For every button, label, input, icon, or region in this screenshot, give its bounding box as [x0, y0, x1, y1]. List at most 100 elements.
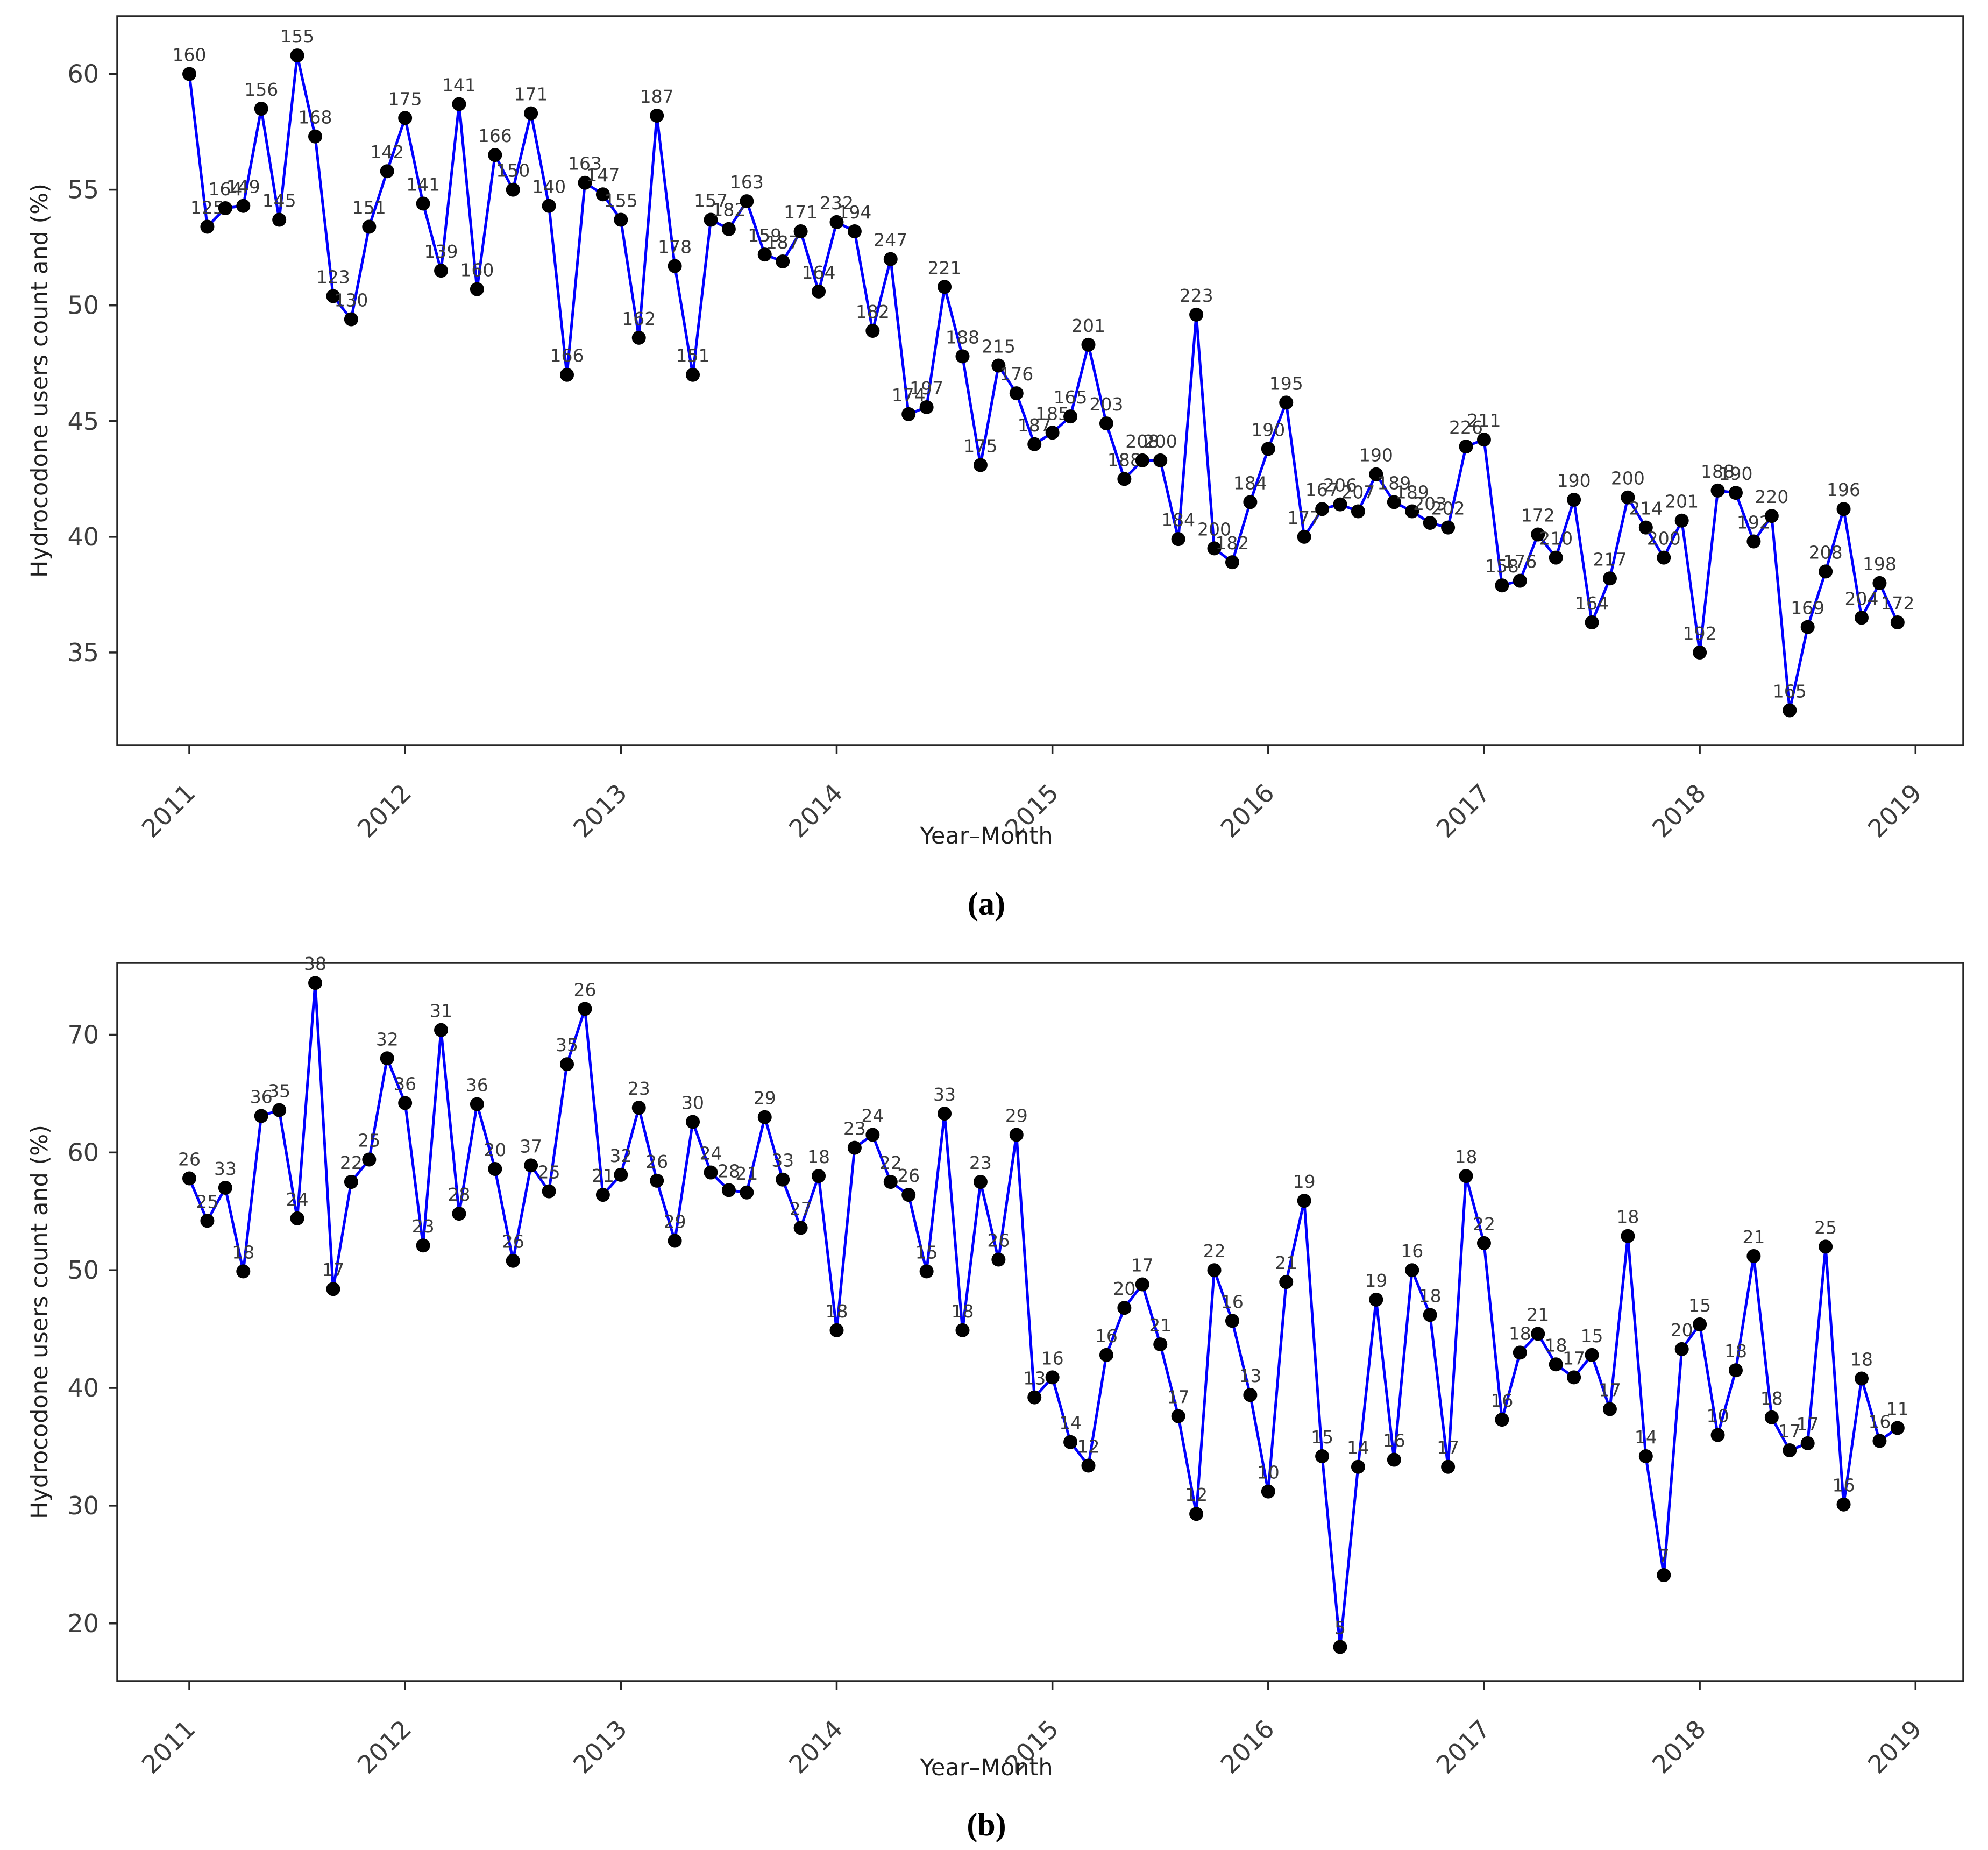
point-label: 201: [1665, 491, 1699, 512]
point-label: 207: [1341, 482, 1375, 503]
data-point: [829, 215, 844, 229]
data-point: [542, 1184, 556, 1199]
point-label: 21: [1149, 1315, 1172, 1336]
data-point: [1171, 532, 1185, 547]
data-point: [1189, 1507, 1204, 1521]
data-point: [1602, 571, 1617, 586]
x-tick-label: 2019: [1862, 1714, 1927, 1780]
data-point: [1099, 416, 1113, 431]
data-point: [595, 187, 610, 202]
point-label: 33: [771, 1150, 794, 1171]
data-point: [793, 224, 808, 239]
point-label: 190: [1251, 419, 1285, 440]
point-label: 141: [442, 74, 476, 95]
point-label: 163: [568, 153, 602, 174]
point-label: 24: [699, 1143, 722, 1164]
panel-caption: (a): [968, 886, 1005, 922]
point-label: 17: [322, 1259, 344, 1280]
data-point: [1405, 504, 1419, 519]
data-point: [1225, 555, 1239, 570]
data-point: [290, 48, 304, 63]
point-label: 17: [1563, 1348, 1585, 1369]
point-label: 123: [316, 266, 350, 287]
data-point: [1674, 1342, 1689, 1356]
data-point: [1081, 1458, 1096, 1473]
point-label: 226: [1449, 417, 1483, 438]
data-point: [1710, 483, 1725, 498]
data-point: [668, 259, 682, 273]
point-label: 12: [1185, 1484, 1208, 1505]
data-point: [290, 1211, 304, 1225]
point-label: 190: [1359, 445, 1393, 466]
data-point: [1081, 337, 1096, 352]
data-point: [416, 196, 430, 211]
point-label: 194: [837, 202, 871, 223]
data-point: [1621, 490, 1635, 505]
data-point: [1890, 615, 1905, 630]
point-label: 15: [1581, 1326, 1603, 1346]
data-point: [1854, 1371, 1869, 1386]
data-point: [919, 400, 934, 414]
data-point: [721, 1183, 736, 1197]
point-label: 16: [1041, 1348, 1064, 1369]
data-point: [668, 1234, 682, 1248]
data-point: [1783, 703, 1797, 718]
data-point: [1800, 620, 1815, 634]
data-point: [1297, 1194, 1311, 1208]
point-label: 150: [496, 160, 530, 181]
x-tick-label: 2012: [352, 778, 417, 844]
data-point: [380, 164, 394, 179]
data-point: [1728, 1363, 1743, 1378]
data-point: [812, 1169, 826, 1183]
point-label: 189: [1377, 472, 1411, 493]
y-tick-label: 60: [67, 1138, 99, 1167]
data-point: [1243, 1388, 1258, 1402]
data-point: [542, 199, 556, 213]
point-label: 10: [1257, 1462, 1280, 1483]
data-point: [812, 284, 826, 299]
point-label: 182: [856, 301, 890, 322]
x-tick-label: 2014: [783, 778, 848, 844]
data-point: [1279, 1275, 1294, 1289]
data-point: [1638, 1449, 1653, 1463]
series-line: [188, 981, 1899, 1648]
data-point: [721, 222, 736, 236]
point-label: 13: [1239, 1365, 1261, 1386]
data-point: [757, 1110, 772, 1124]
point-label: 32: [376, 1029, 399, 1050]
data-point: [560, 1057, 574, 1072]
data-point: [704, 212, 718, 227]
data-point: [991, 358, 1006, 373]
point-label: 147: [586, 165, 620, 186]
data-point: [182, 67, 196, 81]
data-point: [1333, 1640, 1347, 1654]
data-point: [452, 1207, 466, 1221]
data-point: [218, 1181, 232, 1195]
point-label: 211: [1467, 410, 1501, 431]
point-label: 28: [448, 1184, 470, 1205]
x-tick-label: 2011: [136, 778, 201, 844]
point-label: 204: [1844, 588, 1878, 609]
point-label: 16: [1221, 1291, 1244, 1312]
data-point: [865, 324, 880, 338]
point-label: 140: [532, 176, 566, 197]
data-point: [829, 1323, 844, 1337]
point-label: 20: [1113, 1278, 1135, 1299]
data-point: [344, 1175, 358, 1189]
point-label: 36: [250, 1087, 273, 1108]
data-point: [686, 1115, 700, 1129]
data-point: [326, 289, 340, 303]
data-point: [308, 976, 323, 990]
point-label: 18: [807, 1146, 830, 1167]
x-tick-label: 2019: [1862, 778, 1927, 844]
point-label: 21: [1526, 1304, 1549, 1325]
data-point: [488, 1161, 502, 1176]
point-label: 160: [460, 260, 494, 281]
point-label: 176: [999, 364, 1033, 385]
data-point: [1819, 1239, 1833, 1254]
point-label: 16: [1490, 1390, 1513, 1411]
point-label: 25: [538, 1162, 560, 1183]
point-label: 139: [424, 241, 458, 262]
data-point: [883, 1175, 898, 1189]
